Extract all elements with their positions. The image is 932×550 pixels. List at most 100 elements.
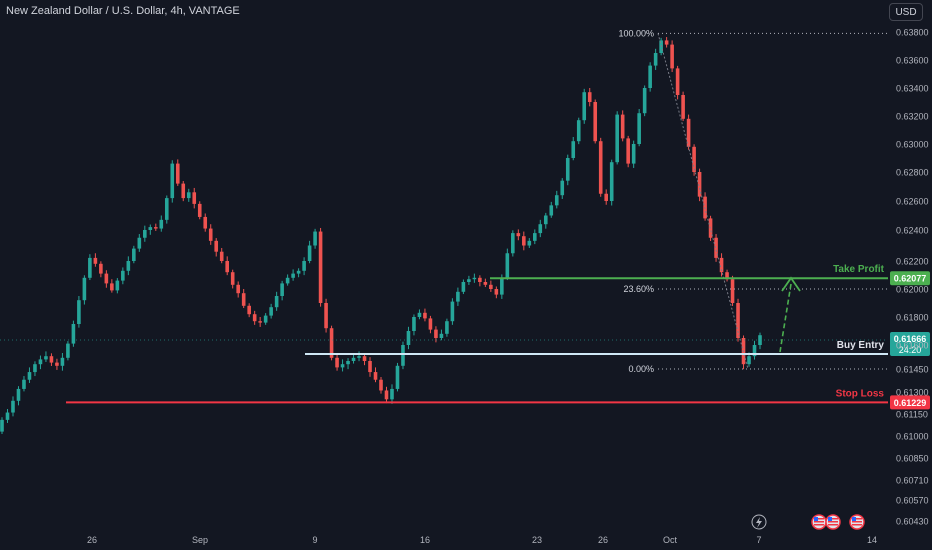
candle-body [153,227,158,229]
candle-body [615,114,619,163]
candle-body [225,261,230,273]
drawings-layer[interactable]: 100.00% 23.60% 0.00% Take Profit 0.62077 Buy … [0,28,930,410]
candle-body [494,289,499,295]
lightning-icon [751,514,767,530]
candle-body [241,293,246,306]
candle-body [285,277,290,284]
candle-body [725,272,729,280]
candle-body [434,329,438,338]
candle-body [214,240,219,252]
y-tick-label: 0.61600 [896,341,929,351]
y-tick-label: 0.62800 [896,168,929,178]
candle-body [77,300,81,324]
candle-body [620,114,625,139]
candle-body [467,279,471,282]
candle-body [417,312,422,317]
candle-body [351,357,356,361]
candle-body [576,120,581,142]
candle-body [175,163,180,184]
candle-body [22,379,26,389]
candle-body [456,291,460,302]
fib-trend-line[interactable] [657,33,749,370]
candle-body [16,388,21,401]
candle-body [192,192,197,204]
candle-body [554,195,559,206]
y-tick-label: 0.60710 [896,476,929,486]
candle-body [543,215,548,225]
candle-body [500,277,504,295]
candle-body [681,95,685,119]
candle-body [219,251,224,261]
x-tick-label: 14 [867,535,877,545]
fib-level-label: 0.00% [628,364,654,374]
level-label: Take Profit [833,264,885,275]
x-tick-label: 9 [312,535,317,545]
y-tick-label: 0.61300 [896,388,929,398]
last-price-countdown: 24:20 [899,345,922,355]
currency-button[interactable]: USD [889,3,923,21]
y-tick-label: 0.63400 [896,84,929,94]
candle-body [170,163,175,199]
events-layer [751,514,865,530]
candle-body [274,296,279,308]
candle-body [44,356,48,360]
candle-body [335,357,339,368]
candle-body [247,305,251,315]
candle-body [110,283,114,291]
candle-body [516,233,521,237]
candle-body [362,356,367,361]
candle-body [368,361,372,373]
target-arrow[interactable] [779,283,792,353]
price-tag [890,395,930,410]
time-axis[interactable]: 26 Sep 9 16 23 26 Oct 7 14 [87,535,877,545]
candle-body [664,40,669,45]
candle-body [719,257,724,273]
candle-body [203,216,208,229]
candle-body [373,372,378,380]
candle-body [263,315,268,323]
candle-body [296,270,301,274]
price-axis[interactable]: 0.63800 0.63600 0.63400 0.63200 0.63000 0.628… [896,28,929,527]
candle-body [93,257,98,264]
candle-body [390,388,394,400]
y-tick-label: 0.62200 [896,257,929,267]
price-tag [890,271,930,286]
candle-body [598,141,603,194]
candle-body [489,284,493,289]
candle-body [357,356,361,358]
candle-body [186,192,191,199]
candle-body [329,328,334,358]
y-tick-label: 0.60570 [896,496,929,506]
last-price-tag [890,332,930,356]
candle-body [631,144,636,164]
candle-body [461,282,466,292]
candle-body [565,158,570,181]
candle-body [582,92,587,121]
candle-body [269,307,273,316]
candle-body [82,277,87,301]
candle-body [560,180,565,196]
candle-body [71,324,76,344]
candle-body [302,261,306,271]
last-price-value: 0.61666 [894,334,927,344]
candle-body [291,273,295,278]
candle-body [538,224,543,234]
candle-body [66,343,70,358]
candle-body [511,233,515,254]
candle-body [181,183,186,199]
y-tick-label: 0.61450 [896,365,929,375]
candle-body [280,283,284,296]
candle-body [88,257,92,278]
candle-body [609,162,614,201]
candle-body [532,233,537,241]
candle-body [505,253,510,278]
candle-body [346,361,350,365]
target-arrow-head [781,276,801,292]
candle-body [401,345,405,366]
candle-body [675,68,680,95]
candle-body [593,102,598,142]
y-tick-label: 0.62600 [896,197,929,207]
